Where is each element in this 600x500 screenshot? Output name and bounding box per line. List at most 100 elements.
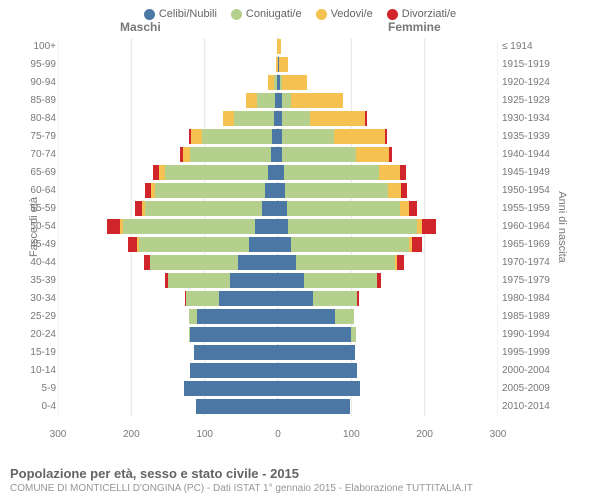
chart-source: COMUNE DI MONTICELLI D'ONGINA (PC) - Dat… (10, 483, 590, 494)
bar-female (288, 219, 416, 234)
bar-female (278, 219, 288, 234)
bar-male (151, 183, 155, 198)
bar-female (291, 237, 408, 252)
bar-female (385, 129, 387, 144)
bar-female (282, 147, 355, 162)
bar-male (185, 291, 186, 306)
bar-male (107, 219, 120, 234)
bar-female (278, 237, 291, 252)
pyramid-row (58, 398, 498, 416)
bar-female (351, 327, 355, 342)
bar-male (230, 273, 278, 288)
legend-swatch (387, 9, 398, 20)
bar-female (388, 183, 401, 198)
bar-male (183, 147, 190, 162)
bar-female (278, 39, 281, 54)
bar-male (165, 165, 268, 180)
pyramid-row (58, 146, 498, 164)
bar-female (278, 309, 335, 324)
bar-male (155, 183, 265, 198)
legend-label: Vedovi/e (331, 8, 373, 20)
bar-male (153, 165, 159, 180)
bar-male (257, 93, 275, 108)
bar-male (180, 147, 183, 162)
x-tick-label: 200 (416, 429, 433, 440)
bar-male (246, 93, 257, 108)
bar-female (379, 165, 400, 180)
pyramid-row (58, 200, 498, 218)
birth-year-column: ≤ 19141915-19191920-19241925-19291930-19… (502, 38, 582, 416)
pyramid-row (58, 128, 498, 146)
x-tick-label: 100 (196, 429, 213, 440)
bar-male (145, 201, 262, 216)
legend-item: Celibi/Nubili (144, 8, 217, 20)
bar-female (278, 327, 351, 342)
bar-female (278, 381, 360, 396)
legend: Celibi/Nubili Coniugati/e Vedovi/e Divorzia… (0, 0, 600, 20)
bar-female (278, 399, 350, 414)
pyramid-row (58, 272, 498, 290)
bar-male (262, 201, 278, 216)
bar-male (123, 219, 255, 234)
bar-male (197, 309, 278, 324)
bar-male (159, 165, 165, 180)
pyramid-row (58, 218, 498, 236)
bar-female (278, 363, 357, 378)
bar-male (190, 327, 278, 342)
pyramid-row (58, 308, 498, 326)
x-tick-label: 0 (275, 429, 281, 440)
bar-male (150, 255, 238, 270)
bar-female (278, 183, 285, 198)
bar-female (310, 111, 365, 126)
bar-female (291, 93, 342, 108)
pyramid-row (58, 38, 498, 56)
bar-female (422, 219, 435, 234)
pyramid-row (58, 380, 498, 398)
chart-title: Popolazione per età, sesso e stato civil… (10, 466, 590, 481)
bar-male (142, 201, 144, 216)
bar-male (137, 237, 138, 252)
bar-female (282, 111, 310, 126)
plot-area (58, 38, 498, 416)
bar-male (274, 75, 276, 90)
bar-female (304, 273, 377, 288)
legend-label: Divorziati/e (402, 8, 456, 20)
bar-female (409, 201, 416, 216)
bar-male (196, 399, 278, 414)
x-tick-label: 100 (343, 429, 360, 440)
legend-item: Divorziati/e (387, 8, 456, 20)
pyramid-row (58, 74, 498, 92)
bar-male (184, 381, 278, 396)
bar-female (285, 183, 388, 198)
bar-male (186, 291, 219, 306)
bar-male (128, 237, 137, 252)
bar-female (334, 129, 385, 144)
bar-female (356, 147, 389, 162)
x-tick-label: 200 (123, 429, 140, 440)
bar-female (296, 255, 395, 270)
bar-female (284, 165, 379, 180)
age-axis-column: 100+95-9990-9485-8980-8475-7970-7465-696… (20, 38, 56, 416)
legend-item: Coniugati/e (231, 8, 302, 20)
bar-male (194, 345, 278, 360)
bar-female (412, 237, 422, 252)
pyramid-row (58, 92, 498, 110)
bar-male (238, 255, 278, 270)
bar-female (401, 183, 407, 198)
pyramid-row (58, 362, 498, 380)
bar-male (191, 129, 202, 144)
bar-female (282, 75, 308, 90)
x-tick-label: 300 (50, 429, 67, 440)
pyramid-row (58, 236, 498, 254)
bar-female (278, 273, 304, 288)
legend-label: Coniugati/e (246, 8, 302, 20)
bar-female (278, 291, 313, 306)
bar-male (234, 111, 274, 126)
header-female: Femmine (388, 20, 441, 34)
bar-female (400, 165, 406, 180)
bar-female (278, 201, 287, 216)
bar-male (135, 201, 142, 216)
bar-female (400, 201, 409, 216)
bar-female (282, 129, 333, 144)
bar-male (189, 129, 191, 144)
